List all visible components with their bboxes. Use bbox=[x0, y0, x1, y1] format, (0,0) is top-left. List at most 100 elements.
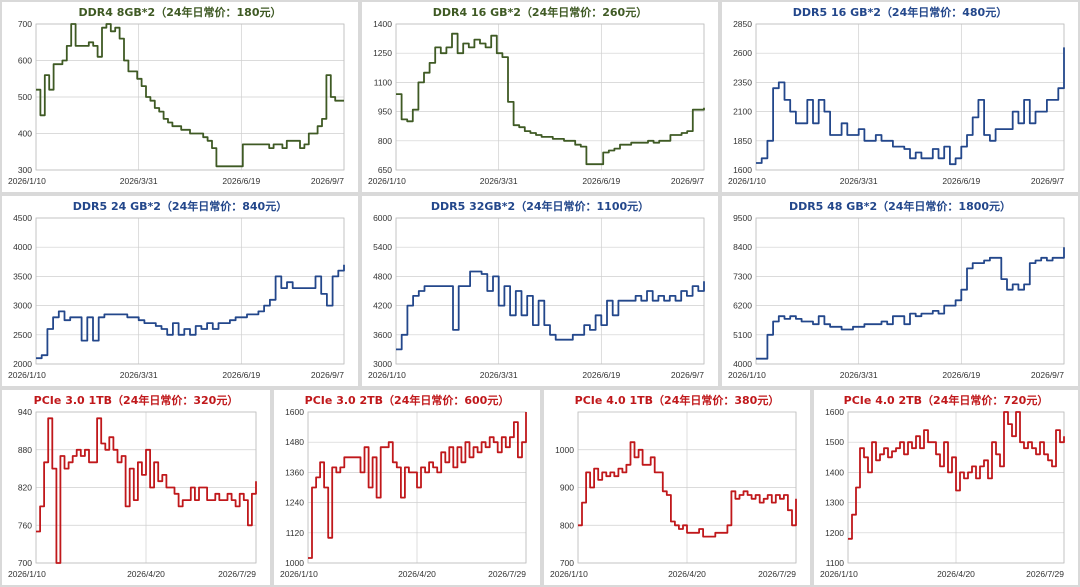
y-tick-label: 1100 bbox=[826, 558, 845, 568]
y-tick-label: 3500 bbox=[13, 271, 32, 281]
x-tick-label: 2026/6/19 bbox=[222, 370, 260, 380]
chart-svg: DDR5 32GB*2（24年日常价：1100元） 3000 3600 4200 480… bbox=[368, 199, 705, 380]
x-tick-label: 2026/9/7 bbox=[671, 176, 704, 186]
x-tick-label: 2026/3/31 bbox=[120, 370, 158, 380]
x-tick-label: 2026/1/10 bbox=[550, 569, 588, 579]
y-tick-label: 4800 bbox=[373, 271, 392, 281]
plot-frame bbox=[395, 23, 705, 171]
chart-panel-2: DDR4 16 GB*2（24年日常价：260元） 650 800 950 1100 12… bbox=[362, 2, 718, 192]
plot-frame bbox=[755, 217, 1065, 365]
y-tick-label: 1400 bbox=[373, 19, 392, 29]
plot-frame bbox=[35, 23, 345, 171]
chart-title: PCIe 3.0 1TB（24年日常价：320元） bbox=[34, 393, 239, 407]
chart-title: DDR5 48 GB*2（24年日常价：1800元） bbox=[789, 199, 1011, 213]
chart-panel-3: DDR5 16 GB*2（24年日常价：480元） 1600 1850 2100 235… bbox=[722, 2, 1078, 192]
y-tick-label: 800 bbox=[560, 520, 574, 530]
y-tick-label: 2100 bbox=[733, 107, 752, 117]
y-tick-label: 700 bbox=[560, 558, 574, 568]
x-tick-label: 2026/1/10 bbox=[8, 370, 46, 380]
y-tick-label: 9500 bbox=[733, 213, 752, 223]
chart-svg: DDR5 24 GB*2（24年日常价：840元） 2000 2500 3000 350… bbox=[8, 199, 345, 380]
y-tick-label: 1600 bbox=[825, 407, 844, 417]
price-series-line bbox=[36, 264, 345, 360]
plot-frame bbox=[847, 411, 1065, 564]
y-tick-label: 1850 bbox=[733, 136, 752, 146]
chart-title: PCIe 3.0 2TB（24年日常价：600元） bbox=[305, 393, 510, 407]
y-tick-label: 4500 bbox=[13, 213, 32, 223]
y-tick-label: 600 bbox=[18, 56, 32, 66]
chart-title: DDR4 16 GB*2（24年日常价：260元） bbox=[433, 5, 647, 19]
x-tick-label: 2026/1/10 bbox=[368, 176, 406, 186]
x-tick-label: 2026/1/10 bbox=[728, 370, 766, 380]
chart-title: PCIe 4.0 1TB（24年日常价：380元） bbox=[575, 393, 780, 407]
y-tick-label: 3000 bbox=[13, 301, 32, 311]
chart-panel-7: PCIe 3.0 1TB（24年日常价：320元） 700 760 820 880 940… bbox=[2, 390, 270, 585]
price-series-line bbox=[36, 417, 257, 564]
chart-svg: DDR4 16 GB*2（24年日常价：260元） 650 800 950 1100 12… bbox=[368, 5, 705, 186]
y-tick-label: 6200 bbox=[733, 301, 752, 311]
x-tick-label: 2026/3/31 bbox=[120, 176, 158, 186]
x-tick-label: 2026/1/10 bbox=[820, 569, 858, 579]
price-series-line bbox=[756, 47, 1065, 166]
y-tick-label: 400 bbox=[18, 129, 32, 139]
price-series-line bbox=[396, 32, 705, 166]
y-tick-label: 1480 bbox=[285, 437, 304, 447]
y-tick-label: 940 bbox=[18, 407, 32, 417]
chart-panel-6: DDR5 48 GB*2（24年日常价：1800元） 4000 5100 6200 73… bbox=[722, 196, 1078, 386]
x-tick-label: 2026/7/29 bbox=[488, 569, 526, 579]
chart-title: DDR5 32GB*2（24年日常价：1100元） bbox=[431, 199, 649, 213]
y-tick-label: 1200 bbox=[825, 528, 844, 538]
plot-frame bbox=[577, 411, 797, 564]
y-tick-label: 880 bbox=[18, 445, 32, 455]
y-tick-label: 7300 bbox=[733, 271, 752, 281]
plot-frame bbox=[307, 411, 527, 564]
chart-panel-1: DDR4 8GB*2（24年日常价：180元） 300 400 500 600 700 20… bbox=[2, 2, 358, 192]
y-tick-label: 1600 bbox=[733, 165, 752, 175]
price-series-line bbox=[848, 411, 1065, 540]
chart-title: DDR4 8GB*2（24年日常价：180元） bbox=[79, 5, 282, 19]
y-tick-label: 1100 bbox=[374, 77, 393, 87]
chart-svg: PCIe 4.0 1TB（24年日常价：380元） 700 800 900 1000 20… bbox=[550, 393, 797, 579]
price-series-line bbox=[308, 412, 527, 559]
y-tick-label: 1600 bbox=[285, 407, 304, 417]
chart-panel-4: DDR5 24 GB*2（24年日常价：840元） 2000 2500 3000 350… bbox=[2, 196, 358, 386]
y-tick-label: 4000 bbox=[733, 359, 752, 369]
y-tick-label: 1250 bbox=[373, 48, 392, 58]
chart-panel-10: PCIe 4.0 2TB（24年日常价：720元） 1100 1200 1300 140… bbox=[814, 390, 1078, 585]
chart-panel-9: PCIe 4.0 1TB（24年日常价：380元） 700 800 900 1000 20… bbox=[544, 390, 810, 585]
y-tick-label: 1500 bbox=[825, 437, 844, 447]
x-tick-label: 2026/4/20 bbox=[668, 569, 706, 579]
y-tick-label: 800 bbox=[378, 136, 392, 146]
price-series-line bbox=[396, 270, 705, 351]
x-tick-label: 2026/6/19 bbox=[942, 176, 980, 186]
x-tick-label: 2026/9/7 bbox=[1031, 176, 1064, 186]
x-tick-label: 2026/1/10 bbox=[8, 569, 46, 579]
y-tick-label: 4000 bbox=[13, 242, 32, 252]
x-tick-label: 2026/4/20 bbox=[398, 569, 436, 579]
y-tick-label: 3000 bbox=[373, 359, 392, 369]
chart-svg: PCIe 3.0 2TB（24年日常价：600元） 1000 1120 1240 136… bbox=[280, 393, 527, 579]
chart-svg: PCIe 4.0 2TB（24年日常价：720元） 1100 1200 1300 140… bbox=[820, 393, 1065, 579]
plot-frame bbox=[35, 217, 345, 365]
chart-svg: DDR4 8GB*2（24年日常价：180元） 300 400 500 600 700 20… bbox=[8, 5, 345, 186]
x-tick-label: 2026/3/31 bbox=[480, 370, 518, 380]
y-tick-label: 700 bbox=[18, 558, 32, 568]
x-tick-label: 2026/4/20 bbox=[127, 569, 165, 579]
y-tick-label: 1400 bbox=[825, 467, 844, 477]
y-tick-label: 900 bbox=[560, 483, 574, 493]
chart-title: DDR5 24 GB*2（24年日常价：840元） bbox=[73, 199, 287, 213]
y-tick-label: 1240 bbox=[285, 498, 304, 508]
y-tick-label: 8400 bbox=[733, 242, 752, 252]
x-tick-label: 2026/6/19 bbox=[222, 176, 260, 186]
y-tick-label: 2000 bbox=[13, 359, 32, 369]
x-tick-label: 2026/7/29 bbox=[758, 569, 796, 579]
y-tick-label: 300 bbox=[18, 165, 32, 175]
y-tick-label: 5400 bbox=[373, 242, 392, 252]
y-tick-label: 6000 bbox=[373, 213, 392, 223]
chart-title: DDR5 16 GB*2（24年日常价：480元） bbox=[793, 5, 1007, 19]
y-tick-label: 1000 bbox=[555, 445, 574, 455]
chart-svg: DDR5 48 GB*2（24年日常价：1800元） 4000 5100 6200 73… bbox=[728, 199, 1065, 380]
x-tick-label: 2026/7/29 bbox=[1026, 569, 1064, 579]
x-tick-label: 2026/7/29 bbox=[218, 569, 256, 579]
x-tick-label: 2026/3/31 bbox=[840, 370, 878, 380]
